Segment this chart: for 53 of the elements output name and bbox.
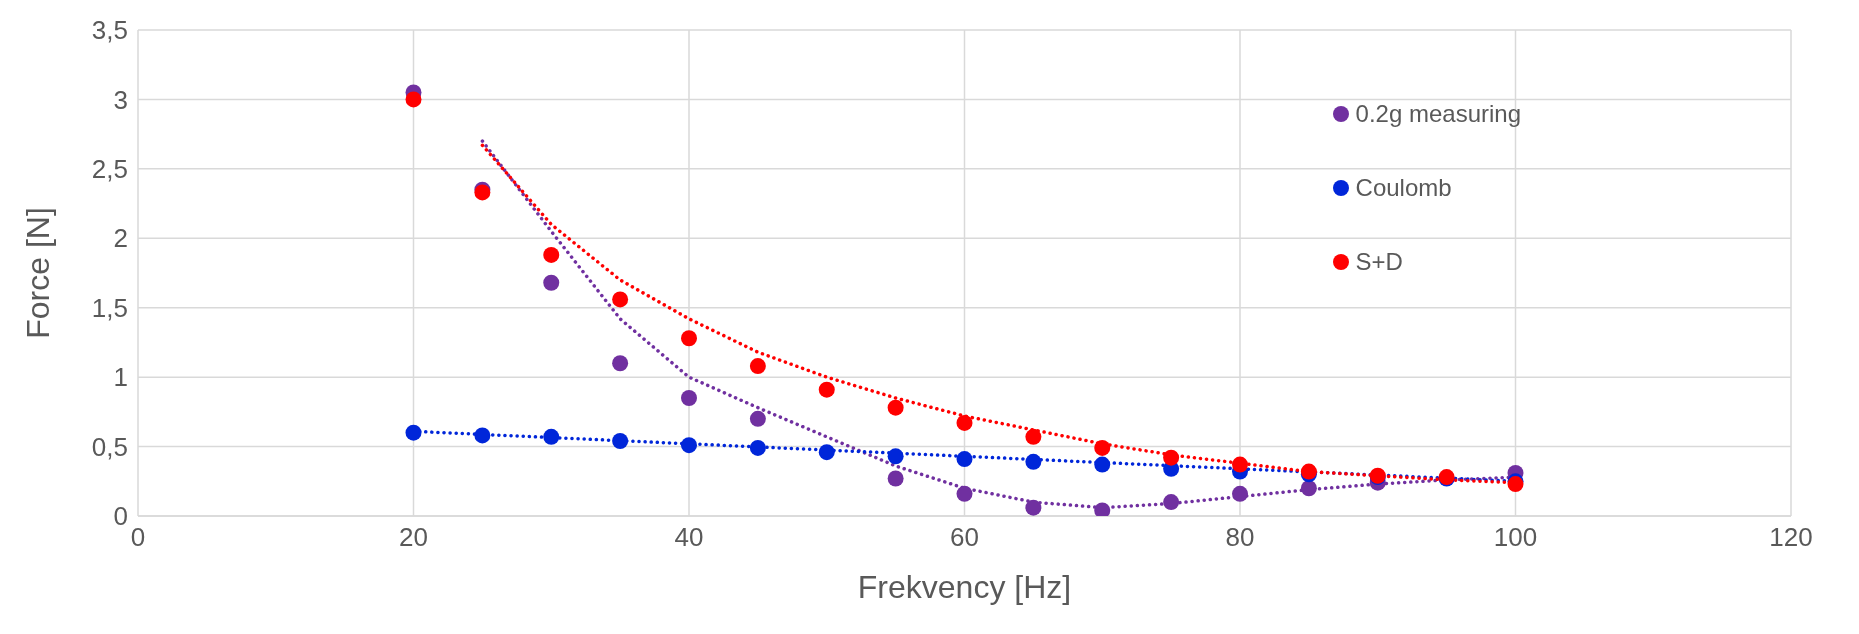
point xyxy=(543,246,560,263)
legend-label: S+D xyxy=(1355,248,1403,276)
y-tick-label: 2,5 xyxy=(91,153,128,184)
point xyxy=(681,437,697,454)
point xyxy=(1094,439,1111,456)
point xyxy=(1300,480,1317,497)
y-tick-label: 2 xyxy=(113,223,128,254)
y-tick-label: 1 xyxy=(113,362,128,393)
point xyxy=(612,291,629,308)
y-tick-label: 3,5 xyxy=(91,15,128,46)
x-tick-label: 60 xyxy=(950,522,979,552)
point xyxy=(1025,453,1042,470)
legend-label: Coulomb xyxy=(1355,174,1452,202)
x-tick-label: 20 xyxy=(399,522,428,552)
point xyxy=(887,448,904,465)
x-tick-label: 120 xyxy=(1769,522,1813,552)
point xyxy=(1163,494,1180,511)
point xyxy=(1163,449,1180,466)
point xyxy=(1094,456,1111,473)
point xyxy=(1025,428,1042,445)
y-axis-title: Force [N] xyxy=(20,207,57,339)
point xyxy=(887,399,904,416)
point xyxy=(405,424,422,441)
point xyxy=(818,381,835,398)
point xyxy=(612,355,629,372)
point xyxy=(956,485,973,502)
point xyxy=(1025,499,1042,516)
x-tick-label: 40 xyxy=(674,522,704,552)
x-tick-label: 80 xyxy=(1225,522,1255,552)
y-tick-label: 0,5 xyxy=(91,431,128,462)
point xyxy=(749,439,766,456)
point xyxy=(956,451,973,468)
point xyxy=(543,428,560,445)
legend-label: 0.2g measuring xyxy=(1355,100,1521,128)
point xyxy=(1094,502,1111,516)
point xyxy=(474,427,491,444)
y-tick-label: 0 xyxy=(113,501,128,532)
point xyxy=(681,330,697,347)
point xyxy=(405,91,422,108)
x-axis-title: Frekvency [Hz] xyxy=(857,569,1072,605)
point xyxy=(887,470,904,487)
point xyxy=(749,358,766,375)
point xyxy=(1232,485,1248,502)
point xyxy=(612,433,629,450)
point xyxy=(749,410,766,427)
x-tick-label: 100 xyxy=(1493,522,1538,552)
point xyxy=(681,389,697,406)
point xyxy=(818,444,835,461)
point xyxy=(1232,456,1248,473)
point xyxy=(956,414,973,431)
y-tick-label: 3 xyxy=(113,84,128,115)
y-tick-label: 1,5 xyxy=(91,292,128,323)
point xyxy=(543,274,560,291)
